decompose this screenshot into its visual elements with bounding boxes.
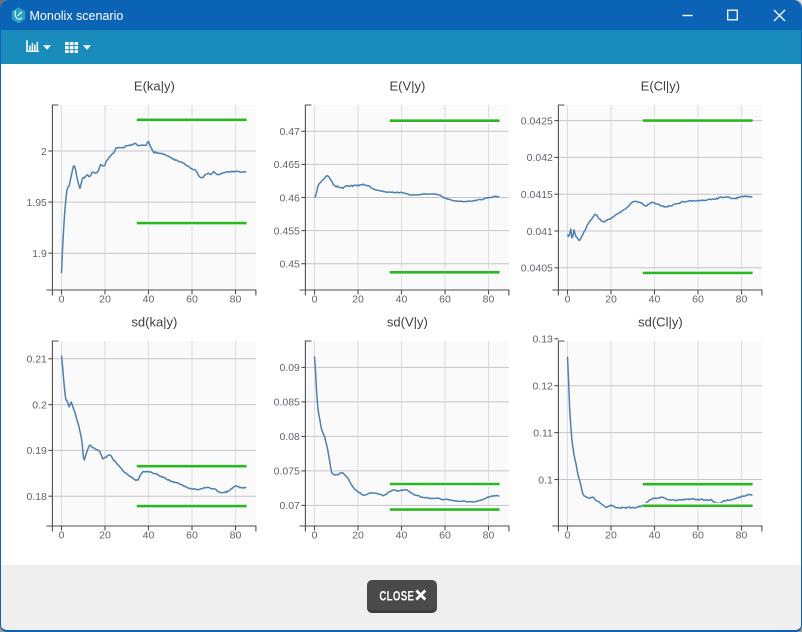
svg-text:0.46: 0.46 xyxy=(280,192,301,204)
svg-text:0: 0 xyxy=(59,530,65,541)
svg-text:20: 20 xyxy=(606,530,618,541)
svg-text:sd(ka|y): sd(ka|y) xyxy=(131,314,177,329)
svg-text:20: 20 xyxy=(606,294,618,305)
svg-text:0.08: 0.08 xyxy=(280,431,301,443)
svg-text:1.9: 1.9 xyxy=(32,248,47,260)
svg-text:0.45: 0.45 xyxy=(280,259,301,271)
svg-text:0.21: 0.21 xyxy=(26,354,47,366)
svg-text:60: 60 xyxy=(693,294,705,305)
svg-text:80: 80 xyxy=(483,530,495,541)
svg-text:0.0415: 0.0415 xyxy=(521,189,553,201)
svg-text:0.07: 0.07 xyxy=(280,500,301,512)
svg-text:40: 40 xyxy=(396,294,408,305)
svg-text:1.95: 1.95 xyxy=(26,197,47,209)
svg-text:0: 0 xyxy=(565,294,571,305)
svg-text:60: 60 xyxy=(693,530,705,541)
svg-text:0.041: 0.041 xyxy=(527,226,553,238)
svg-text:60: 60 xyxy=(439,530,451,541)
svg-text:0.19: 0.19 xyxy=(26,445,47,457)
svg-text:E(ka|y): E(ka|y) xyxy=(134,78,175,93)
svg-text:0.09: 0.09 xyxy=(280,362,301,374)
svg-text:0.13: 0.13 xyxy=(533,334,554,346)
svg-text:80: 80 xyxy=(483,294,495,305)
svg-text:40: 40 xyxy=(143,530,155,541)
svg-text:80: 80 xyxy=(736,530,748,541)
svg-text:20: 20 xyxy=(99,530,111,541)
svg-text:20: 20 xyxy=(99,294,111,305)
svg-text:20: 20 xyxy=(352,530,364,541)
svg-text:0: 0 xyxy=(565,530,571,541)
svg-text:0.11: 0.11 xyxy=(534,427,554,439)
svg-text:0.075: 0.075 xyxy=(274,466,300,478)
svg-text:40: 40 xyxy=(649,294,661,305)
svg-text:0.455: 0.455 xyxy=(274,225,300,237)
svg-text:0.1: 0.1 xyxy=(539,474,554,486)
svg-text:80: 80 xyxy=(230,530,242,541)
svg-text:0.47: 0.47 xyxy=(280,126,301,138)
svg-text:sd(V|y): sd(V|y) xyxy=(387,314,428,329)
svg-text:0: 0 xyxy=(59,294,65,305)
svg-text:80: 80 xyxy=(230,294,242,305)
svg-text:0.042: 0.042 xyxy=(527,152,553,164)
svg-text:0.2: 0.2 xyxy=(32,399,47,411)
svg-text:60: 60 xyxy=(439,294,451,305)
svg-text:60: 60 xyxy=(186,530,198,541)
svg-text:0: 0 xyxy=(312,530,318,541)
svg-text:0.085: 0.085 xyxy=(274,397,300,409)
svg-text:E(V|y): E(V|y) xyxy=(390,78,426,93)
svg-text:40: 40 xyxy=(649,530,661,541)
svg-text:0: 0 xyxy=(312,294,318,305)
svg-text:80: 80 xyxy=(736,294,748,305)
svg-text:40: 40 xyxy=(143,294,155,305)
svg-text:CLOSE: CLOSE xyxy=(379,589,414,604)
svg-text:0.12: 0.12 xyxy=(533,381,554,393)
svg-text:0.465: 0.465 xyxy=(274,159,300,171)
svg-text:2: 2 xyxy=(41,146,47,158)
svg-text:40: 40 xyxy=(396,530,408,541)
svg-text:20: 20 xyxy=(352,294,364,305)
svg-text:0.0425: 0.0425 xyxy=(521,115,553,127)
svg-text:sd(Cl|y): sd(Cl|y) xyxy=(639,314,684,329)
svg-text:0.0405: 0.0405 xyxy=(521,263,553,275)
svg-text:60: 60 xyxy=(186,294,198,305)
svg-text:E(Cl|y): E(Cl|y) xyxy=(641,78,680,93)
svg-text:0.18: 0.18 xyxy=(26,491,47,503)
